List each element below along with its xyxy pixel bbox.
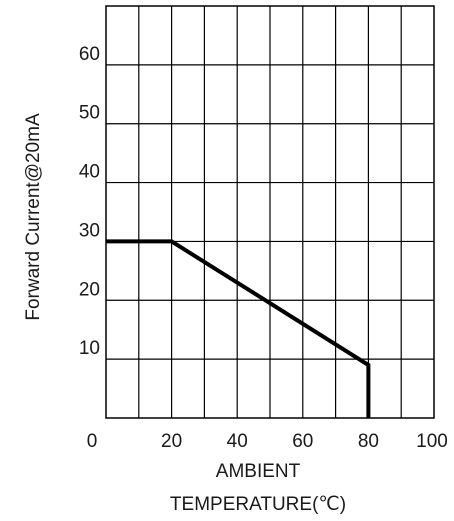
series-layer bbox=[106, 239, 371, 418]
y-tick-label: 50 bbox=[79, 103, 100, 124]
grid bbox=[105, 5, 435, 419]
y-tick-label: 10 bbox=[79, 338, 100, 359]
y-tick-labels: 10 20 30 40 50 60 bbox=[79, 44, 100, 359]
y-tick-label: 60 bbox=[79, 44, 100, 65]
x-tick-label: 20 bbox=[161, 431, 182, 452]
x-tick-label: 100 bbox=[416, 431, 448, 452]
y-tick-label: 30 bbox=[79, 220, 100, 241]
y-tick-label: 20 bbox=[79, 279, 100, 300]
x-tick-label: 60 bbox=[292, 431, 313, 452]
x-tick-label: 0 bbox=[87, 431, 98, 452]
x-axis-title-line-1: AMBIENT bbox=[216, 461, 301, 482]
derating-curve bbox=[106, 239, 371, 418]
y-axis-title: Forward Current@20mA bbox=[23, 113, 44, 321]
x-tick-labels: 0 20 40 60 80 100 bbox=[87, 431, 448, 452]
x-tick-label: 40 bbox=[227, 431, 248, 452]
y-tick-label: 40 bbox=[79, 162, 100, 183]
x-tick-label: 80 bbox=[358, 431, 379, 452]
x-axis-title-line-2: TEMPERATURE(℃) bbox=[170, 494, 346, 515]
